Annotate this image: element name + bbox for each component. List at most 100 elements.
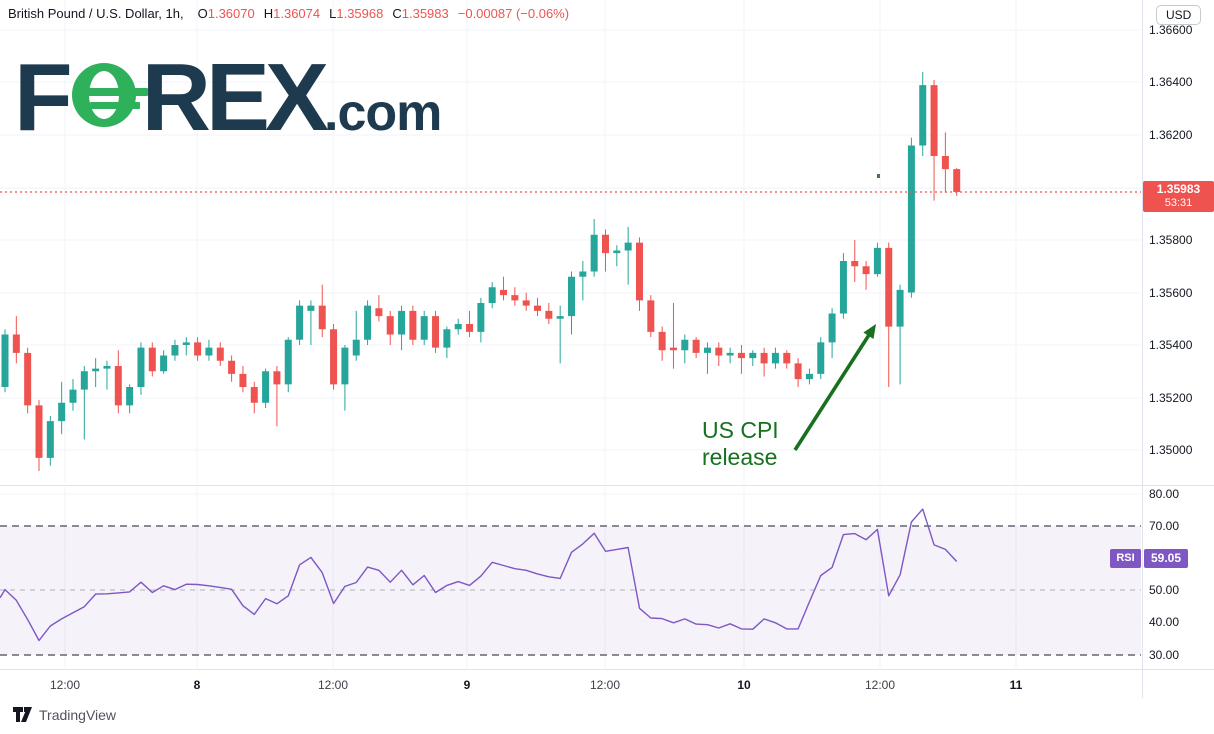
- low-label: L: [329, 6, 337, 21]
- candle-down: [239, 373, 247, 387]
- candle-up: [703, 347, 711, 353]
- candle-up: [69, 389, 77, 403]
- forex-logo-o-icon: [71, 63, 148, 127]
- candle-up: [341, 347, 349, 385]
- candle-down: [953, 169, 961, 192]
- candle-up: [46, 421, 54, 458]
- low-value: 1.35968: [336, 6, 384, 21]
- time-axis-day-label: 8: [193, 678, 201, 692]
- candle-down: [194, 342, 202, 356]
- candle-down: [216, 347, 224, 361]
- rsi-axis-label: 40.00: [1149, 615, 1180, 629]
- time-axis-label: 12:00: [864, 678, 896, 692]
- price-axis-label: 1.35400: [1149, 338, 1193, 352]
- price-scale-border: [1142, 0, 1143, 698]
- annotation-arrow-head: [863, 324, 876, 339]
- candle-down: [511, 295, 519, 301]
- timeaxis-separator: [0, 669, 1214, 670]
- candle-down: [534, 305, 542, 311]
- annotation-arrow-line[interactable]: [793, 333, 872, 451]
- candle-down: [148, 347, 156, 372]
- time-axis-day-label: 10: [737, 678, 751, 692]
- logo-letters-rex: REX: [141, 44, 329, 151]
- candle-up: [568, 276, 575, 317]
- candle-down: [783, 352, 791, 364]
- candle-down: [35, 405, 43, 458]
- candle-up: [805, 373, 813, 380]
- tradingview-attribution[interactable]: TradingView: [12, 706, 116, 723]
- candle-down: [12, 334, 20, 353]
- currency-badge[interactable]: USD: [1156, 5, 1202, 25]
- candle-up: [171, 345, 179, 356]
- candle-up: [103, 366, 111, 369]
- candle-down: [409, 310, 417, 340]
- candle-down: [114, 366, 122, 406]
- candle-down: [601, 234, 609, 254]
- candle-up: [681, 339, 689, 351]
- candle-down: [24, 352, 32, 406]
- candle-up: [352, 339, 360, 356]
- candle-up: [896, 289, 904, 327]
- candle-down: [760, 352, 768, 364]
- rsi-axis-label: 50.00: [1149, 583, 1180, 597]
- candle-up: [126, 387, 134, 406]
- candle-down: [386, 316, 394, 335]
- candle-down: [228, 360, 236, 374]
- price-scale[interactable]: 30.00 40.00 50.00 70.00 80.00 1.35000 1.35200 1…: [1143, 0, 1214, 698]
- annotation-text[interactable]: US CPI release: [702, 417, 779, 471]
- time-axis-day-label: 9: [463, 678, 471, 692]
- candle-up: [284, 339, 292, 385]
- candle-up: [364, 305, 372, 340]
- tradingview-logo-icon: [13, 707, 32, 722]
- close-value: 1.35983: [401, 6, 449, 21]
- candle-down: [862, 266, 870, 275]
- candle-up: [137, 347, 145, 387]
- symbol-name: British Pound / U.S. Dollar,: [8, 6, 162, 21]
- time-scale[interactable]: 12:00 8 12:00 9 12:00 10 12:00 11: [0, 670, 1142, 698]
- ohlc-readout: O1.36070 H1.36074 L1.35968 C1.35983 −0.0…: [198, 6, 569, 21]
- time-axis-day-label: 11: [1009, 678, 1023, 692]
- last-price-label: 1.35983 53:31: [1143, 181, 1214, 212]
- candle-up: [556, 316, 564, 319]
- candle-up: [58, 402, 66, 422]
- candle-up: [160, 355, 168, 372]
- candle-up: [919, 85, 927, 146]
- pane-separator[interactable]: [0, 485, 1214, 486]
- candle-up: [828, 313, 836, 343]
- candle-down: [330, 329, 338, 385]
- candle-up: [817, 342, 825, 374]
- open-value: 1.36070: [207, 6, 255, 21]
- rsi-value-label: 59.05: [1144, 549, 1188, 568]
- candle-down: [737, 352, 745, 359]
- rsi-axis-label: 30.00: [1149, 648, 1180, 662]
- stray-marker-dot: [877, 174, 880, 178]
- candle-down: [715, 347, 723, 356]
- candle-up: [307, 305, 315, 311]
- candle-down: [647, 300, 655, 332]
- rsi-line: [0, 508, 958, 642]
- price-axis-label: 1.36600: [1149, 23, 1193, 37]
- candle-up: [420, 316, 428, 340]
- price-axis-label: 1.35200: [1149, 391, 1193, 405]
- rsi-indicator-badge[interactable]: RSI: [1110, 549, 1141, 568]
- symbol-title[interactable]: British Pound / U.S. Dollar, 1h,: [8, 6, 184, 21]
- candle-up: [477, 303, 485, 332]
- price-axis-label: 1.36400: [1149, 75, 1193, 89]
- last-price-value: 1.35983: [1156, 182, 1201, 196]
- candle-down: [794, 363, 802, 380]
- price-axis-label: 1.35800: [1149, 233, 1193, 247]
- candle-up: [1, 334, 9, 387]
- tradingview-label: TradingView: [39, 706, 117, 723]
- candle-up: [182, 342, 190, 345]
- candle-down: [522, 300, 530, 306]
- candle-down: [658, 331, 666, 351]
- high-label: H: [263, 6, 274, 21]
- annotation-line1: US CPI: [702, 417, 779, 443]
- candle-up: [398, 310, 406, 335]
- time-axis-label: 12:00: [317, 678, 349, 692]
- candle-up: [726, 352, 734, 356]
- candle-up: [80, 371, 88, 390]
- candle-down: [500, 289, 508, 296]
- time-axis-label: 12:00: [589, 678, 621, 692]
